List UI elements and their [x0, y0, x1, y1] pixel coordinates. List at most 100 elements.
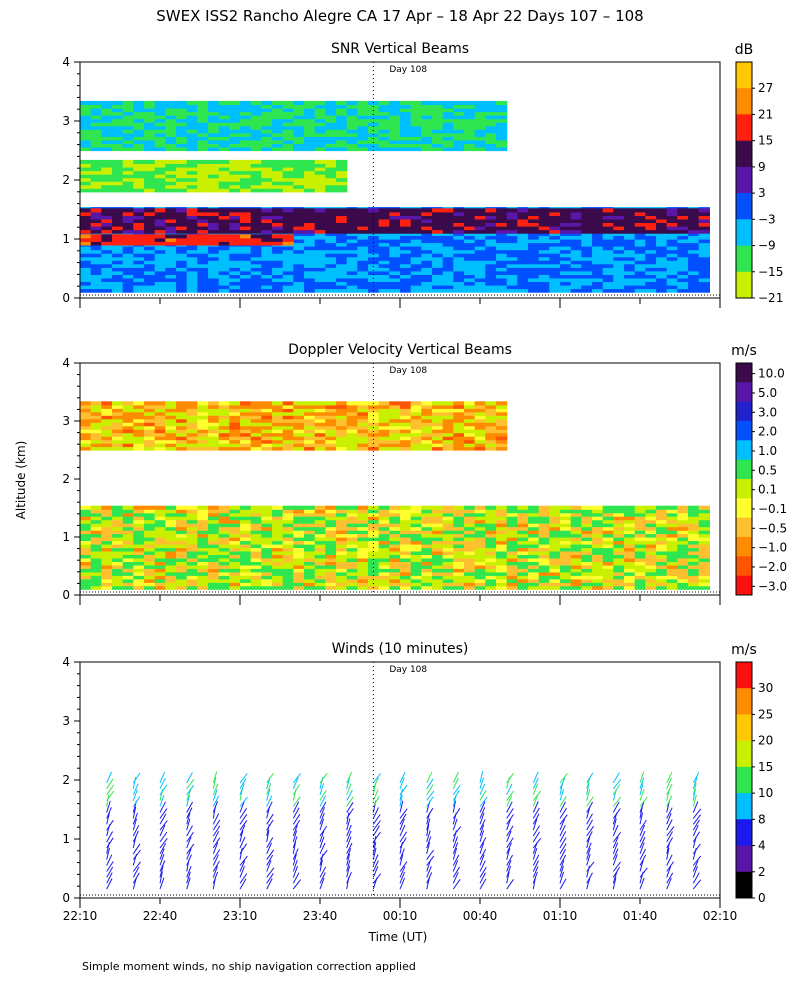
heatmap-cell [80, 246, 92, 251]
heatmap-cell [282, 571, 294, 576]
heatmap-cell [250, 554, 262, 559]
heatmap-cell [229, 550, 241, 555]
heatmap-cell [101, 129, 113, 134]
heatmap-cell [229, 418, 241, 423]
heatmap-cell [112, 260, 124, 265]
heatmap-cell [325, 436, 337, 441]
heatmap-cell [442, 557, 454, 562]
heatmap-cell [645, 530, 657, 535]
heatmap-cell [464, 260, 476, 265]
heatmap-cell [410, 208, 422, 213]
heatmap-cell [208, 429, 220, 434]
heatmap-cell [368, 568, 380, 573]
heatmap-cell [112, 446, 124, 451]
heatmap-cell [122, 241, 134, 246]
heatmap-cell [357, 274, 369, 279]
wind-barb [346, 859, 351, 872]
heatmap-cell [453, 111, 465, 116]
heatmap-cell [389, 432, 401, 437]
heatmap-cell [197, 429, 209, 434]
heatmap-cell [698, 550, 710, 555]
heatmap-cell [325, 132, 337, 137]
heatmap-cell [474, 147, 486, 152]
heatmap-cell [304, 163, 316, 168]
heatmap-cell [581, 246, 593, 251]
heatmap-cell [613, 260, 625, 265]
heatmap-cell [378, 270, 390, 275]
heatmap-cell [101, 519, 113, 524]
heatmap-cell [442, 139, 454, 144]
heatmap-cell [261, 401, 273, 406]
heatmap-cell [154, 229, 166, 234]
heatmap-cell [80, 125, 92, 130]
heatmap-cell [410, 564, 422, 569]
heatmap-cell [133, 418, 145, 423]
heatmap-cell [485, 215, 497, 220]
wind-barb [292, 841, 296, 854]
heatmap-cell [581, 550, 593, 555]
heatmap-cell [80, 530, 92, 535]
heatmap-cell [314, 174, 326, 179]
heatmap-cell [314, 408, 326, 413]
heatmap-cell [378, 231, 390, 236]
heatmap-cell [528, 523, 540, 528]
heatmap-cell [165, 125, 177, 130]
heatmap-cell [240, 571, 252, 576]
heatmap-cell [549, 568, 561, 573]
heatmap-cell [186, 564, 198, 569]
heatmap-cell [218, 557, 230, 562]
heatmap-cell [432, 564, 444, 569]
heatmap-cell [261, 231, 273, 236]
heatmap-cell [645, 585, 657, 590]
wind-barb [212, 789, 218, 801]
heatmap-cell [496, 544, 508, 549]
heatmap-cell [80, 288, 92, 293]
heatmap-cell [112, 108, 124, 113]
heatmap-cell [133, 260, 145, 265]
heatmap-cell [688, 281, 700, 286]
heatmap-cell [496, 519, 508, 524]
heatmap-cell [528, 260, 540, 265]
heatmap-cell [133, 115, 145, 120]
heatmap-cell [80, 115, 92, 120]
heatmap-cell [229, 411, 241, 416]
heatmap-cell [496, 239, 508, 244]
heatmap-cell [325, 505, 337, 510]
heatmap-cell [197, 260, 209, 265]
heatmap-cell [677, 505, 689, 510]
heatmap-cell [176, 281, 188, 286]
heatmap-cell [336, 519, 348, 524]
heatmap-cell [165, 425, 177, 430]
heatmap-cell [517, 544, 529, 549]
heatmap-cell [80, 181, 92, 186]
heatmap-cell [282, 582, 294, 587]
heatmap-cell [688, 235, 700, 240]
heatmap-cell [186, 215, 198, 220]
heatmap-cell [474, 277, 486, 282]
heatmap-cell [592, 218, 604, 223]
heatmap-cell [90, 170, 102, 175]
heatmap-cell [634, 533, 646, 538]
heatmap-cell [496, 547, 508, 552]
heatmap-cell [496, 526, 508, 531]
heatmap-cell [112, 422, 124, 427]
heatmap-cell [197, 100, 209, 105]
heatmap-cell [186, 526, 198, 531]
heatmap-cell [261, 422, 273, 427]
heatmap-cell [122, 231, 134, 236]
heatmap-cell [261, 404, 273, 409]
wind-barb [239, 820, 248, 831]
heatmap-cell [400, 235, 412, 240]
heatmap-cell [453, 270, 465, 275]
heatmap-cell [261, 234, 273, 239]
heatmap-cell [368, 267, 380, 272]
heatmap-cell [240, 234, 252, 239]
heatmap-cell [474, 557, 486, 562]
heatmap-cell [474, 242, 486, 247]
heatmap-cell [442, 147, 454, 152]
heatmap-cell [218, 184, 230, 189]
heatmap-cell [549, 571, 561, 576]
heatmap-cell [613, 530, 625, 535]
heatmap-cell [314, 281, 326, 286]
